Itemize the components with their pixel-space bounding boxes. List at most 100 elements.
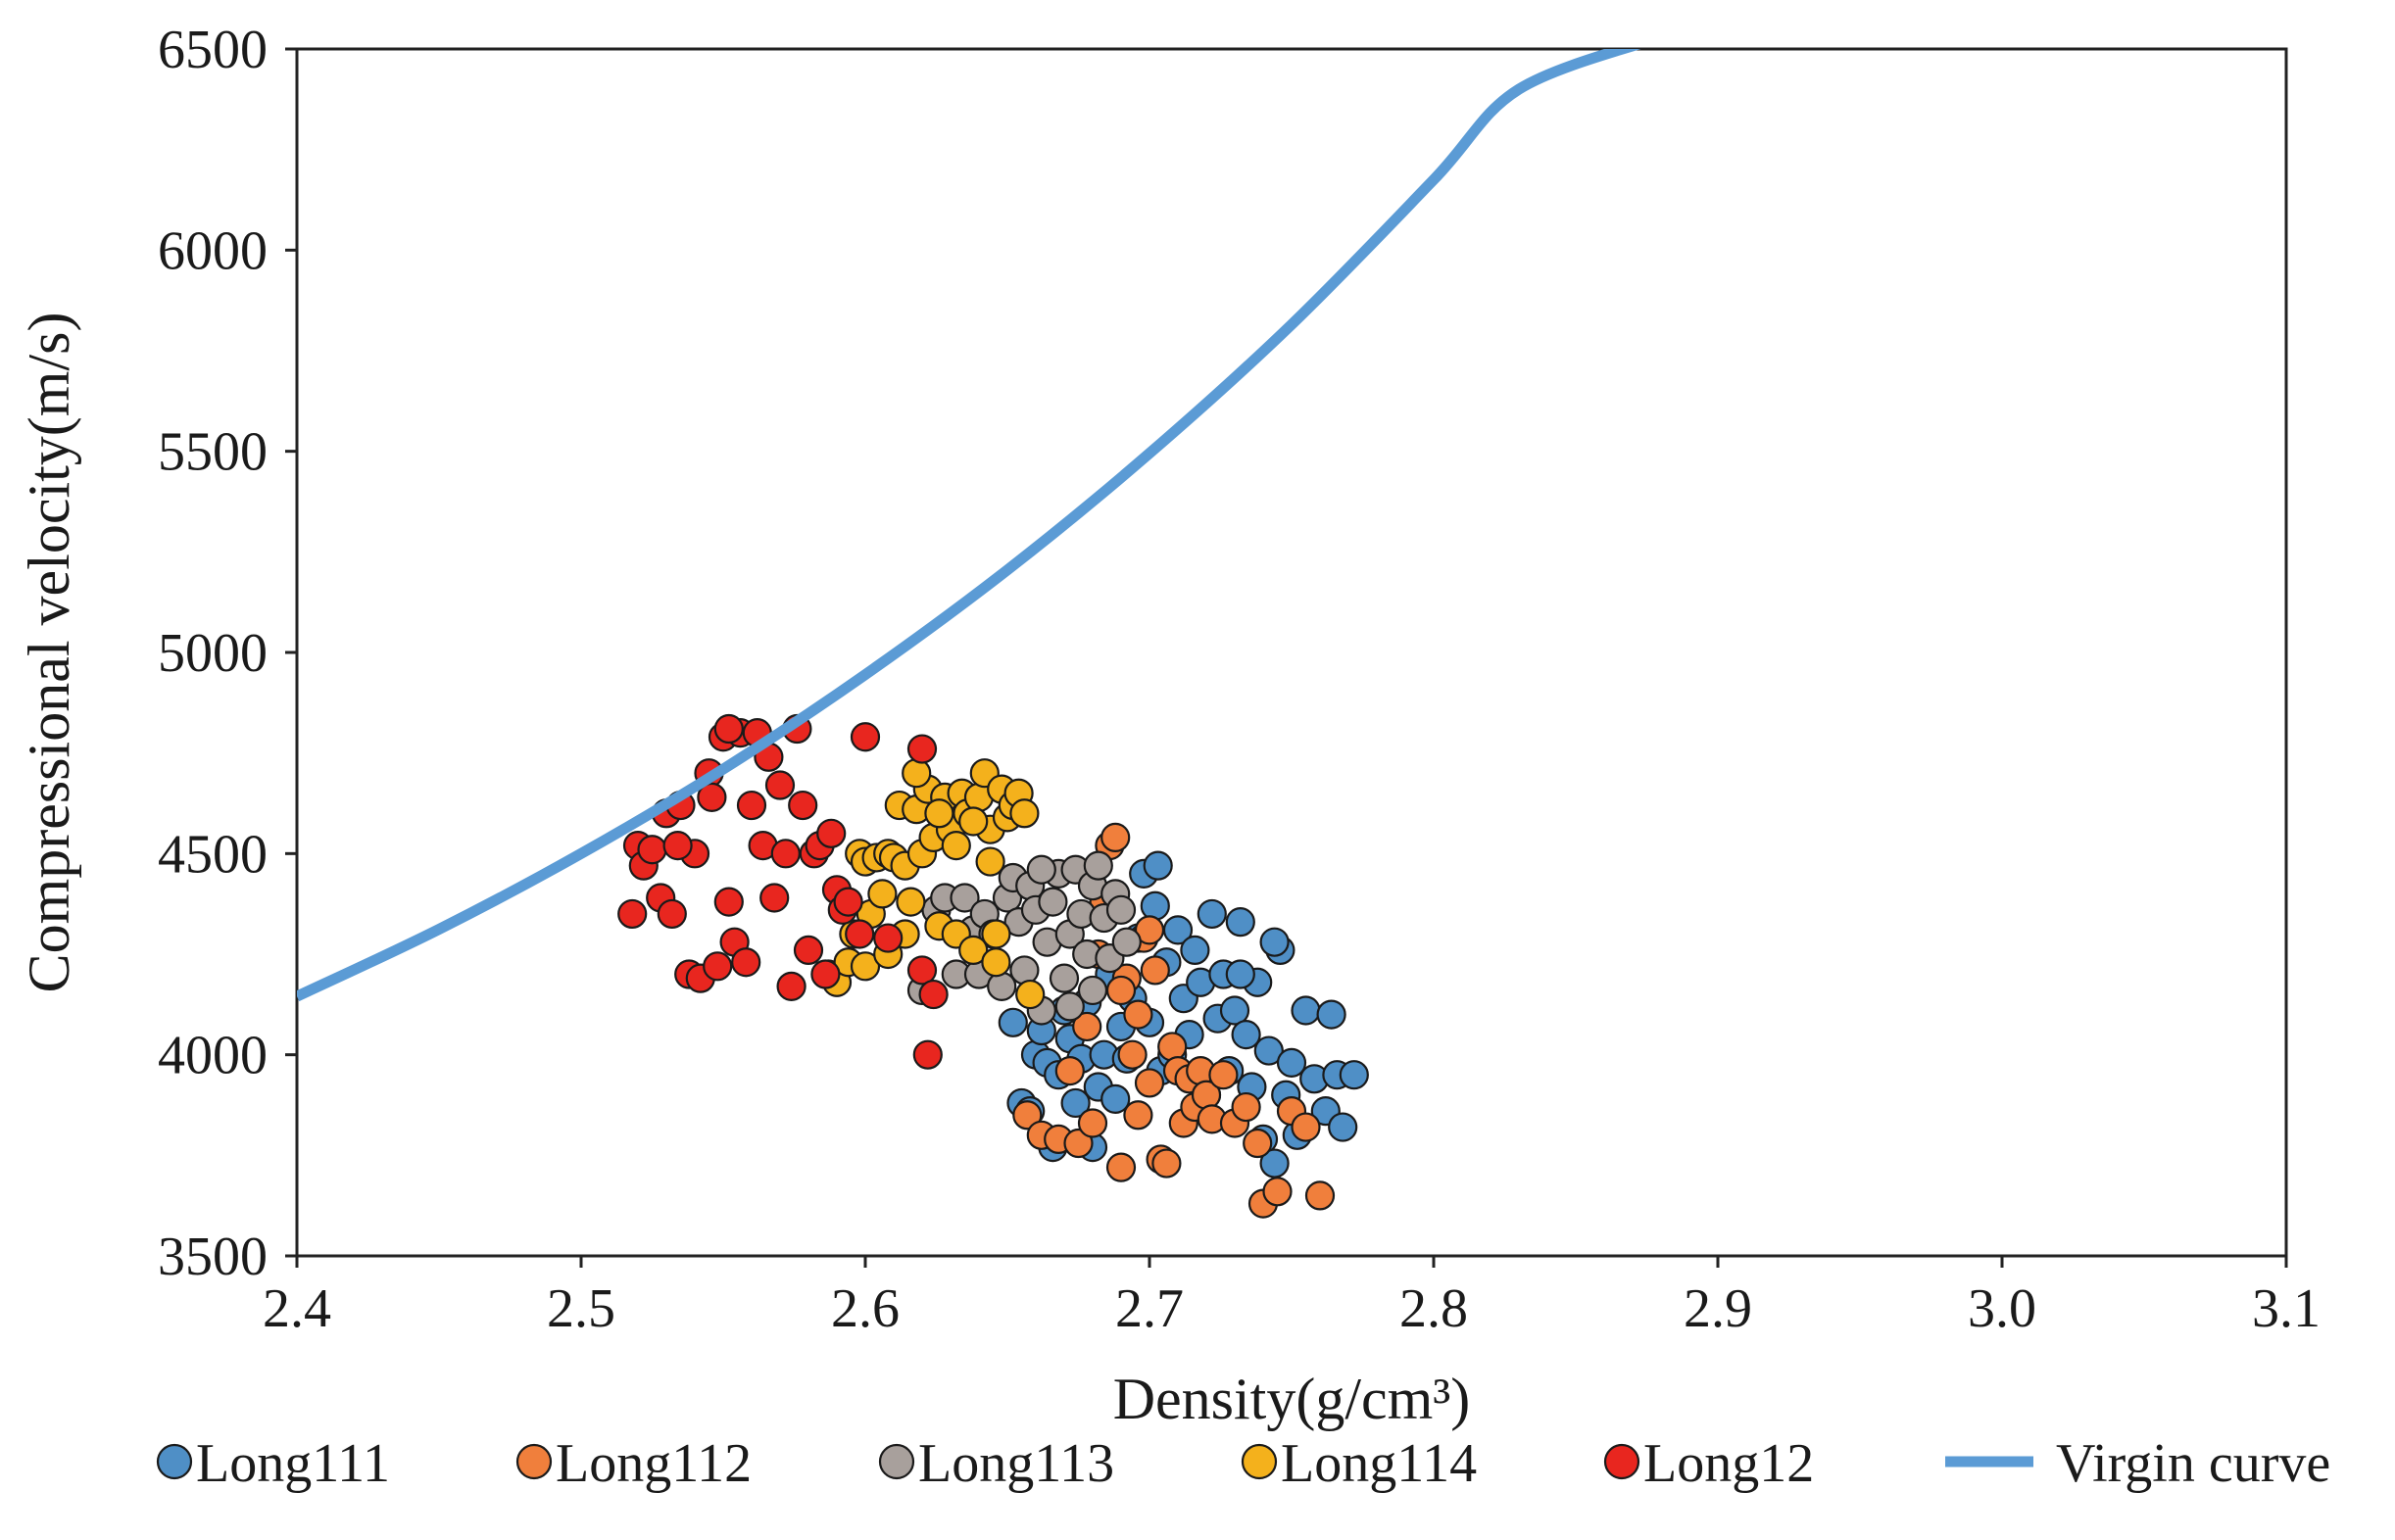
- legend-item-virgin-curve: Virgin curve: [1945, 1433, 2330, 1494]
- point-long112: [1123, 999, 1153, 1030]
- point-long113: [1026, 854, 1056, 885]
- x-tick-label: 3.1: [2252, 1278, 2321, 1339]
- point-long12: [906, 734, 938, 764]
- y-tick-label: 6500: [158, 20, 268, 80]
- point-long113: [1054, 991, 1085, 1022]
- point-long12: [788, 790, 818, 821]
- point-long12: [657, 898, 687, 930]
- point-long113: [1009, 955, 1040, 986]
- point-long112: [1231, 1091, 1261, 1123]
- point-long113: [1111, 927, 1142, 957]
- point-long112: [1117, 1039, 1148, 1070]
- point-long114: [981, 947, 1011, 978]
- point-long12: [850, 722, 881, 752]
- y-tick-label: 6000: [158, 220, 268, 281]
- point-long111: [1291, 995, 1321, 1026]
- point-long12: [810, 959, 841, 989]
- point-long12: [697, 782, 727, 812]
- point-long112: [1291, 1112, 1321, 1142]
- point-long113: [1077, 975, 1108, 1006]
- point-long112: [1077, 1108, 1108, 1138]
- point-long12: [617, 898, 648, 930]
- point-long111: [1219, 995, 1250, 1026]
- point-long112: [1012, 1100, 1043, 1131]
- legend-label: Virgin curve: [2056, 1433, 2330, 1494]
- point-long12: [637, 835, 667, 865]
- point-long12: [713, 713, 744, 745]
- point-long113: [950, 883, 980, 913]
- point-long12: [703, 951, 733, 982]
- point-long12: [906, 955, 938, 986]
- legend-label: Long113: [918, 1433, 1114, 1494]
- point-long112: [1105, 975, 1137, 1006]
- point-long114: [1015, 979, 1046, 1010]
- legend-item-long12: Long12: [1603, 1433, 1814, 1494]
- point-long12: [793, 935, 824, 965]
- y-axis-ticks: 3500 4000 4500 5000 5500 6000 6500: [158, 20, 297, 1287]
- x-tick-label: 2.8: [1399, 1278, 1468, 1339]
- point-long111: [1259, 927, 1290, 957]
- point-long112: [1105, 1152, 1137, 1182]
- legend-marker: [1241, 1443, 1278, 1480]
- point-long113: [1105, 894, 1137, 925]
- point-long12: [736, 790, 767, 821]
- point-long112: [1140, 955, 1170, 986]
- x-axis-ticks: 2.4 2.5 2.6 2.7 2.8 2.9 3.0 3.1: [263, 1256, 2321, 1339]
- x-tick-label: 3.0: [1968, 1278, 2036, 1339]
- point-long12: [912, 1039, 943, 1070]
- legend-item-long114: Long114: [1241, 1433, 1477, 1494]
- point-long114: [981, 919, 1011, 949]
- point-long112: [1243, 1128, 1273, 1159]
- point-long112: [1123, 1100, 1153, 1131]
- point-long112: [1157, 1032, 1188, 1062]
- point-long111: [1100, 1083, 1131, 1114]
- x-tick-label: 2.7: [1115, 1278, 1184, 1339]
- point-long112: [1304, 1180, 1336, 1211]
- point-long12: [776, 971, 806, 1001]
- legend: Long111 Long112 Long113 Long114 Long12 Virgin…: [156, 1433, 2330, 1494]
- point-long114: [958, 806, 989, 837]
- point-long12: [845, 919, 875, 949]
- point-long12: [759, 883, 790, 913]
- point-long112: [1208, 1060, 1239, 1090]
- point-long113: [1049, 963, 1080, 993]
- point-long111: [1316, 999, 1346, 1030]
- virgin-curve-line: [297, 49, 1641, 1002]
- y-tick-label: 4500: [158, 824, 268, 885]
- point-long12: [662, 831, 693, 861]
- y-tick-label: 3500: [158, 1227, 268, 1287]
- legend-marker: [1603, 1443, 1640, 1480]
- point-long114: [941, 831, 971, 861]
- y-axis-title: Compressional velocity(m/s): [17, 313, 81, 993]
- point-long111: [1253, 1035, 1284, 1066]
- point-long111: [1060, 1087, 1091, 1119]
- point-long12: [713, 887, 744, 917]
- legend-label: Long114: [1281, 1433, 1477, 1494]
- point-long113: [1083, 850, 1113, 881]
- point-long112: [1134, 915, 1165, 945]
- point-long111: [1225, 959, 1255, 989]
- point-long111: [1180, 935, 1210, 965]
- point-long111: [1339, 1060, 1369, 1090]
- point-long114: [1009, 798, 1040, 829]
- point-long12: [873, 923, 904, 953]
- legend-marker: [878, 1443, 915, 1480]
- y-tick-label: 5000: [158, 623, 268, 684]
- legend-marker: [515, 1443, 553, 1480]
- point-long113: [1038, 887, 1068, 917]
- point-long112: [1100, 822, 1131, 853]
- point-long112: [1054, 1055, 1085, 1086]
- point-long111: [998, 1007, 1028, 1037]
- point-long12: [731, 947, 761, 978]
- point-long111: [1225, 907, 1255, 938]
- point-long114: [850, 951, 881, 982]
- legend-marker: [156, 1443, 193, 1480]
- point-long12: [816, 818, 847, 848]
- point-long112: [1063, 1128, 1094, 1159]
- legend-item-long111: Long111: [156, 1433, 390, 1494]
- point-long111: [1328, 1112, 1358, 1142]
- legend-label: Long12: [1643, 1433, 1814, 1494]
- point-long112: [1151, 1148, 1182, 1179]
- legend-label: Long111: [196, 1433, 390, 1494]
